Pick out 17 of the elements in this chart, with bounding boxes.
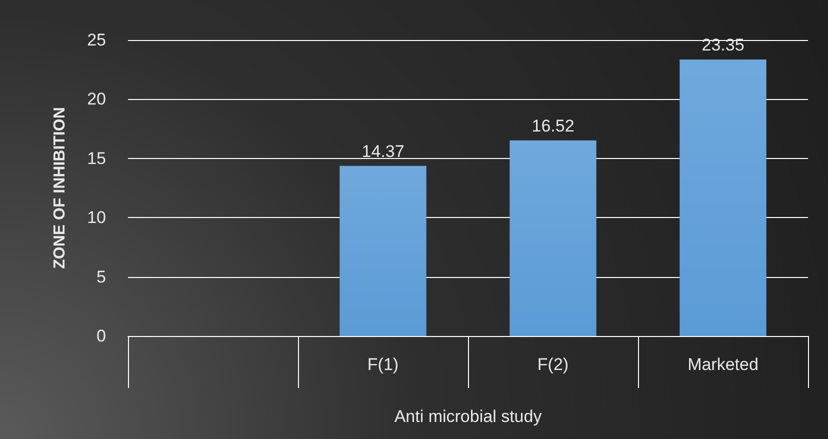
bar [680, 60, 766, 336]
y-axis-title: ZONE OF INHIBITION [52, 107, 68, 269]
y-tick-label: 20 [87, 90, 106, 109]
y-tick-label: 25 [87, 30, 106, 50]
x-tick-label: Marketed [688, 355, 758, 374]
data-label: 14.37 [362, 142, 404, 161]
x-tick-label: F(1) [367, 355, 399, 374]
y-tick-label: 0 [96, 326, 106, 346]
data-label: 16.52 [532, 116, 574, 136]
y-tick-label: 5 [96, 267, 106, 286]
x-tick-label: F(2) [537, 355, 569, 374]
data-label: 23.35 [702, 36, 744, 55]
bar [510, 140, 596, 336]
y-tick-label: 10 [87, 208, 106, 228]
x-axis-title: Anti microbial study [394, 407, 542, 426]
y-tick-label: 15 [87, 148, 106, 168]
bar [340, 166, 426, 336]
